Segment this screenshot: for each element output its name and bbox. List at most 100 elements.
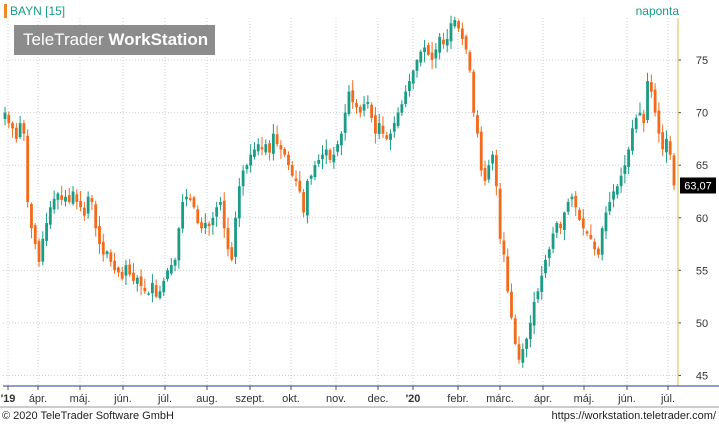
candle [555, 221, 559, 239]
candle-body [668, 141, 672, 155]
candle [408, 73, 411, 97]
candle-body [275, 134, 279, 145]
candle-body [578, 209, 581, 220]
x-tick-label: febr. [447, 393, 468, 405]
candle-body [3, 112, 7, 119]
candle [234, 211, 237, 265]
candle-body [536, 291, 540, 300]
candle-body [646, 81, 649, 121]
candle [302, 188, 305, 218]
candle [570, 193, 574, 208]
candle [41, 231, 45, 266]
candle-body [256, 144, 260, 152]
candle [30, 202, 33, 239]
candle [64, 189, 67, 207]
candle-body [442, 39, 445, 45]
x-tick-label: aug. [196, 393, 217, 405]
y-tick-label: 45 [696, 370, 708, 382]
candle [419, 49, 423, 67]
candle-body [672, 155, 676, 186]
candle [506, 248, 510, 294]
candle [219, 197, 222, 211]
candle-body [408, 81, 411, 92]
candle [332, 146, 336, 169]
candle-body [366, 102, 370, 105]
candle [653, 83, 657, 117]
candle [241, 165, 245, 196]
candle-body [294, 178, 298, 181]
x-tick-label: dec. [368, 393, 389, 405]
candle-body [321, 154, 324, 160]
x-tick-label: júl. [157, 393, 172, 405]
candle [668, 135, 672, 160]
candle [665, 130, 668, 163]
candle-body [404, 91, 408, 105]
candle-body [555, 223, 559, 233]
candle [600, 226, 604, 261]
teletrader-logo: TeleTrader WorkStation [14, 25, 215, 55]
candle [634, 114, 638, 134]
candle [56, 191, 60, 210]
candle [589, 224, 593, 240]
candle-body [468, 52, 472, 71]
candle [237, 178, 241, 227]
candle [7, 111, 11, 129]
candle-body [279, 145, 283, 150]
candle-body [237, 186, 241, 219]
candle [230, 242, 234, 262]
candle-body [158, 291, 162, 299]
candle [94, 200, 98, 237]
candle-body [483, 167, 487, 181]
candle [226, 217, 230, 257]
candle [147, 291, 151, 296]
candle [517, 336, 521, 364]
candle [3, 106, 7, 126]
y-axis-ticks: 45 50 55 60 65 70 75 [696, 55, 708, 382]
candle-body [181, 202, 185, 229]
candle [67, 187, 71, 205]
candle-body [600, 228, 604, 255]
candle [389, 129, 392, 151]
candle [279, 140, 283, 159]
instrument-symbol[interactable]: BAYN [15] [4, 4, 65, 18]
candle [479, 126, 483, 177]
candle-body [154, 285, 158, 297]
candle-body [109, 252, 113, 262]
candle-body [41, 238, 45, 262]
candle-body [211, 217, 215, 226]
candle [631, 119, 634, 155]
candle-body [491, 154, 494, 164]
candle-body [608, 202, 612, 212]
candle [581, 209, 585, 236]
candle [528, 315, 532, 348]
x-axis-ticks: '19 ápr. máj. jún. júl. aug. szept. okt. nov. dec… [1, 393, 675, 405]
candle [392, 116, 396, 138]
candle-body [355, 103, 358, 108]
candle-body [253, 149, 256, 157]
x-tick-label: nov. [326, 393, 346, 405]
candle [404, 85, 408, 108]
candle-body [309, 175, 313, 179]
candle-body [479, 131, 483, 171]
candle-body [540, 275, 544, 293]
candle [287, 151, 290, 171]
x-tick-label: '20 [406, 393, 421, 405]
candle [442, 32, 445, 49]
candle-body [317, 159, 321, 164]
candle [139, 269, 143, 296]
candle [18, 115, 22, 139]
candle-body [166, 270, 169, 280]
candle-body [264, 144, 268, 153]
last-price-label: 63,07 [684, 180, 712, 192]
candle-body [67, 195, 71, 202]
y-tick-label: 70 [696, 108, 708, 120]
axes [0, 18, 719, 408]
candle [298, 171, 302, 194]
period-label[interactable]: naponta [635, 4, 679, 18]
candle-body [574, 195, 578, 208]
candle-body [430, 52, 434, 61]
candle [26, 129, 30, 208]
source-url[interactable]: https://workstation.teletrader.com/ [551, 410, 716, 422]
candle-body [290, 165, 294, 176]
